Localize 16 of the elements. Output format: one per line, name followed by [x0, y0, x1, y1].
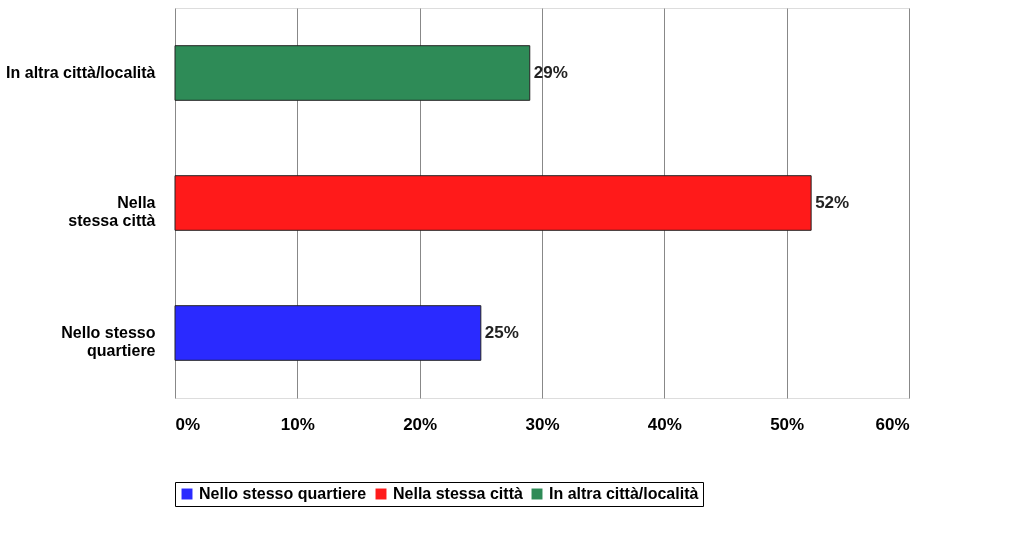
x-tick-label: 20%: [403, 414, 438, 434]
x-tick-label: 10%: [280, 414, 315, 434]
data-label: 25%: [484, 323, 519, 342]
x-tick-label: 50%: [770, 414, 805, 434]
x-tick-label: 0%: [175, 414, 201, 434]
data-label: 52%: [815, 193, 850, 212]
x-tick-label: 30%: [525, 414, 560, 434]
legend-label: Nella stessa città: [393, 485, 523, 502]
y-tick-label: In altra città/località: [6, 64, 156, 81]
x-tick-label: 60%: [875, 414, 910, 434]
y-tick-label: Nella stessa città: [68, 194, 156, 229]
x-tick-label: 40%: [647, 414, 682, 434]
legend-label: Nello stesso quartiere: [199, 485, 367, 502]
y-tick-label: Nello stesso quartiere: [61, 324, 156, 359]
legend-label: In altra città/località: [549, 485, 699, 502]
data-label: 29%: [533, 63, 568, 82]
